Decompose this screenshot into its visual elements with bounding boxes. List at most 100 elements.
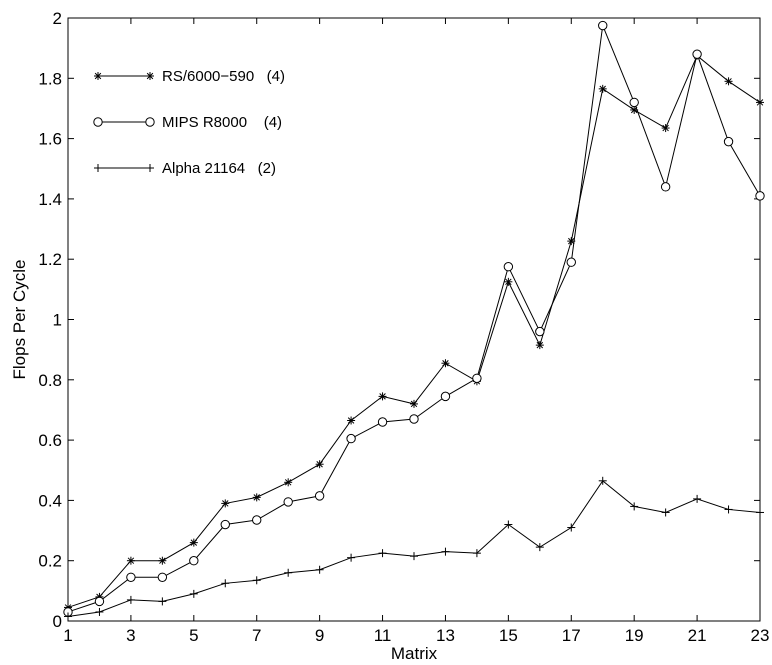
legend-item: MIPS R8000 (4): [93, 114, 282, 131]
legend-item: RS/6000−590 (4): [94, 68, 285, 85]
data-point: [378, 392, 387, 401]
circle-marker: [377, 417, 388, 427]
data-point: [661, 124, 670, 133]
x-tick-label: 15: [499, 626, 518, 645]
data-point: [157, 572, 168, 582]
y-tick-label: 1.2: [38, 250, 62, 269]
y-tick-label: 1.6: [38, 130, 62, 149]
data-point: [409, 414, 419, 424]
x-tick-label: 21: [688, 626, 707, 645]
y-tick-label: 0.4: [38, 491, 62, 510]
circle-marker: [346, 433, 356, 444]
y-axis-title: Flops Per Cycle: [10, 260, 29, 380]
legend-label: MIPS R8000 (4): [162, 114, 282, 131]
data-point: [347, 553, 356, 562]
legend-marker: [146, 164, 154, 172]
data-point: [284, 478, 293, 487]
x-tick-label: 7: [252, 626, 261, 645]
data-point: [756, 508, 764, 517]
y-tick-label: 0.2: [38, 552, 62, 571]
legend-marker: [94, 164, 102, 172]
data-point: [692, 49, 702, 59]
data-point: [252, 515, 262, 525]
data-point: [724, 505, 733, 514]
data-point: [378, 549, 387, 558]
data-point: [126, 595, 135, 604]
circle-marker: [535, 326, 545, 337]
data-point: [95, 607, 104, 616]
circle-marker: [598, 20, 608, 31]
data-point: [315, 565, 324, 574]
circle-marker: [440, 391, 451, 402]
x-tick-label: 11: [374, 626, 392, 645]
circle-marker: [220, 519, 230, 530]
data-point: [566, 257, 576, 267]
y-tick-label: 0.6: [38, 431, 62, 450]
data-point: [158, 597, 167, 606]
data-point: [567, 523, 576, 532]
legend-marker: [93, 117, 103, 127]
data-point: [441, 359, 450, 368]
data-point: [535, 543, 544, 552]
circle-marker: [93, 117, 103, 127]
data-point: [756, 98, 764, 107]
data-point: [629, 97, 639, 108]
circle-marker: [723, 136, 734, 147]
data-point: [724, 77, 733, 86]
data-point: [126, 556, 135, 565]
x-tick-label: 13: [436, 626, 455, 645]
data-point: [504, 520, 513, 529]
x-tick-label: 5: [189, 626, 198, 645]
y-tick-label: 1.4: [38, 190, 62, 209]
data-point: [598, 476, 607, 485]
data-point: [377, 417, 388, 427]
x-tick-label: 23: [751, 626, 770, 645]
circle-marker: [566, 257, 576, 267]
x-tick-label: 9: [315, 626, 324, 645]
legend-marker: [146, 72, 154, 80]
circle-marker: [472, 373, 482, 383]
legend-label: Alpha 21164 (2): [162, 160, 276, 177]
data-point: [630, 502, 639, 511]
legend-marker: [145, 117, 155, 127]
circle-marker: [692, 49, 702, 59]
x-tick-label: 19: [625, 626, 644, 645]
circle-marker: [94, 596, 105, 607]
data-point: [755, 191, 765, 201]
data-point: [441, 547, 450, 556]
series-plus: [64, 476, 764, 621]
circle-marker: [283, 497, 293, 507]
data-point: [693, 494, 702, 503]
data-point: [346, 433, 356, 444]
circle-marker: [314, 491, 325, 501]
data-point: [252, 576, 261, 585]
y-tick-label: 1.8: [38, 69, 62, 88]
data-point: [347, 416, 356, 425]
circle-marker: [503, 262, 514, 272]
data-point: [472, 373, 482, 383]
data-point: [189, 556, 199, 566]
y-tick-label: 0: [53, 612, 62, 631]
x-axis-title: Matrix: [391, 644, 438, 663]
data-point: [598, 20, 608, 31]
data-point: [220, 519, 230, 530]
y-tick-label: 1: [53, 311, 62, 330]
circle-marker: [252, 515, 262, 525]
data-point: [189, 538, 198, 547]
data-point: [64, 612, 72, 621]
data-point: [598, 84, 607, 93]
data-point: [189, 589, 198, 598]
data-point: [314, 491, 325, 501]
legend-item: Alpha 21164 (2): [94, 160, 276, 177]
x-tick-label: 3: [126, 626, 135, 645]
series-circle: [63, 20, 765, 617]
data-point: [126, 572, 136, 582]
circle-marker: [189, 556, 199, 566]
data-point: [535, 341, 544, 350]
series-layer: [63, 20, 765, 621]
series-asterisk: [64, 51, 764, 612]
circle-marker: [755, 191, 765, 201]
data-point: [94, 596, 105, 607]
